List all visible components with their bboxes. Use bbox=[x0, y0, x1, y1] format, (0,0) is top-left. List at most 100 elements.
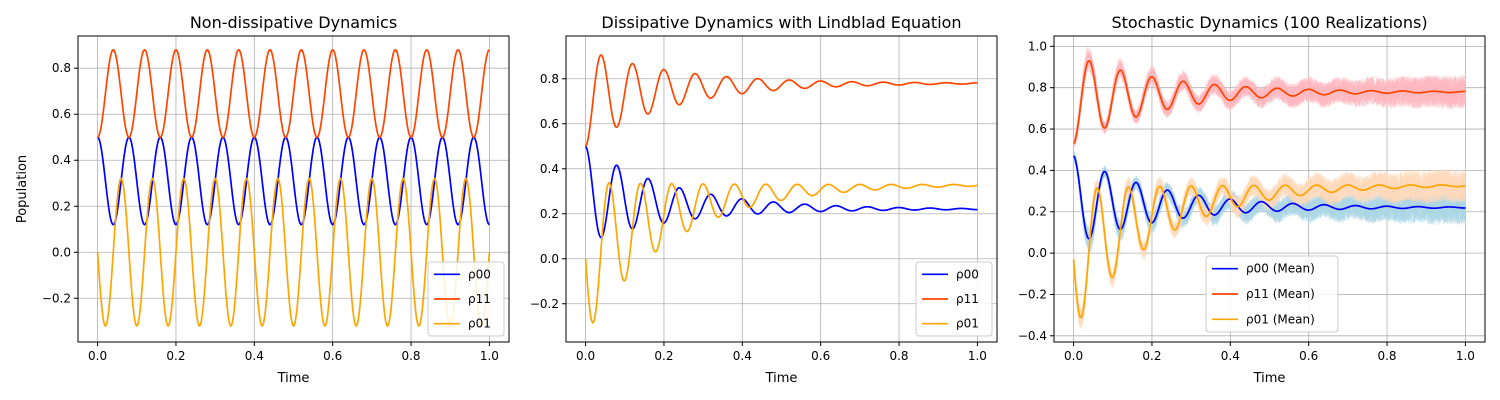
legend: ρ00 (Mean) ρ11 (Mean) ρ01 (Mean) bbox=[1205, 255, 1339, 333]
series-line bbox=[96, 177, 491, 328]
realization-line bbox=[1073, 60, 1466, 146]
y-tick-label: −0.2 bbox=[42, 291, 71, 305]
realization-line bbox=[1073, 150, 1466, 248]
plot-area bbox=[96, 48, 491, 328]
realization-line bbox=[1073, 52, 1466, 148]
x-tick-label: 0.6 bbox=[1299, 349, 1318, 363]
realization-line bbox=[1073, 47, 1466, 141]
series-line bbox=[584, 145, 978, 239]
x-tick-label: 0.4 bbox=[245, 349, 264, 363]
legend: ρ00 ρ11 ρ01 bbox=[915, 261, 993, 337]
y-axis-label: Population bbox=[15, 155, 30, 223]
chart-title: Stochastic Dynamics (100 Realizations) bbox=[1111, 13, 1427, 32]
x-tick-label: 0.8 bbox=[1377, 349, 1396, 363]
y-tick-label: 1.0 bbox=[1028, 39, 1047, 53]
realization-line bbox=[1073, 154, 1466, 232]
realization-line bbox=[1073, 158, 1466, 248]
realization-line bbox=[1073, 56, 1466, 144]
series-line bbox=[1072, 184, 1466, 319]
y-tick-label: 0.4 bbox=[1028, 163, 1047, 177]
x-tick-label: 1.0 bbox=[480, 349, 499, 363]
realization-line bbox=[1073, 168, 1466, 328]
series-line bbox=[97, 48, 490, 139]
series-line bbox=[584, 54, 978, 147]
x-tick-label: 0.2 bbox=[654, 349, 673, 363]
realization-line bbox=[1073, 58, 1466, 149]
realization-line bbox=[1073, 158, 1466, 236]
axes-frame bbox=[77, 35, 510, 343]
realization-line bbox=[1073, 152, 1466, 249]
x-axis-label: Time bbox=[765, 371, 798, 386]
series-line bbox=[97, 136, 490, 226]
realization-line bbox=[1073, 49, 1466, 145]
x-axis-label: Time bbox=[1253, 371, 1286, 386]
x-tick-label: 0.8 bbox=[401, 349, 420, 363]
realization-line bbox=[1073, 155, 1466, 246]
legend-label: ρ01 bbox=[956, 317, 979, 331]
realization-line bbox=[1073, 65, 1466, 146]
axes-frame bbox=[1053, 35, 1486, 343]
legend-box bbox=[427, 261, 505, 337]
legend-box bbox=[1205, 255, 1339, 333]
legend-label: ρ01 bbox=[468, 317, 491, 331]
realization-line bbox=[1073, 59, 1466, 141]
y-tick-label: 0.0 bbox=[52, 245, 71, 259]
y-tick-label: 0.0 bbox=[1028, 246, 1047, 260]
realization-line bbox=[1073, 160, 1466, 244]
series-line bbox=[584, 181, 978, 324]
x-tick-label: 0.0 bbox=[1064, 349, 1083, 363]
legend-label: ρ00 (Mean) bbox=[1246, 262, 1315, 276]
realization-line bbox=[1073, 52, 1466, 147]
plot-area bbox=[1072, 46, 1466, 331]
realization-line bbox=[1073, 52, 1466, 145]
x-tick-label: 0.4 bbox=[733, 349, 752, 363]
x-tick-label: 0.4 bbox=[1221, 349, 1240, 363]
x-axis-label: Time bbox=[277, 371, 310, 386]
realization-line bbox=[1073, 66, 1466, 140]
y-tick-label: 0.4 bbox=[540, 162, 559, 176]
legend-label: ρ11 bbox=[956, 292, 979, 306]
legend-label: ρ00 bbox=[956, 267, 979, 281]
x-tick-label: 0.6 bbox=[323, 349, 342, 363]
y-tick-label: 0.0 bbox=[540, 252, 559, 266]
y-tick-label: 0.6 bbox=[1028, 122, 1047, 136]
realization-line bbox=[1073, 169, 1466, 316]
legend-label: ρ01 (Mean) bbox=[1246, 312, 1315, 326]
legend-label: ρ11 (Mean) bbox=[1246, 287, 1315, 301]
y-tick-label: 0.2 bbox=[1028, 205, 1047, 219]
x-tick-label: 1.0 bbox=[968, 349, 987, 363]
x-tick-label: 0.2 bbox=[166, 349, 185, 363]
y-tick-label: 0.6 bbox=[52, 107, 71, 121]
plot-area bbox=[584, 54, 978, 324]
realization-line bbox=[1073, 154, 1466, 245]
chart-title: Non-dissipative Dynamics bbox=[190, 13, 397, 32]
subplot-2: 0.0 0.2 0.4 0.6 0.8 1.0 −0.2 0.0 0.2 0.4 0.6 0.8 Dis… bbox=[530, 13, 998, 386]
realization-line bbox=[1073, 151, 1466, 238]
realization-line bbox=[1073, 160, 1466, 245]
realization-line bbox=[1073, 172, 1466, 314]
realization-line bbox=[1073, 64, 1466, 142]
y-tick-label: 0.6 bbox=[540, 117, 559, 131]
series-line bbox=[1072, 155, 1466, 240]
y-tick-label: 0.8 bbox=[540, 72, 559, 86]
realization-line bbox=[1073, 168, 1466, 325]
y-tick-label: 0.8 bbox=[52, 61, 71, 75]
subplot-1: 0.0 0.2 0.4 0.6 0.8 1.0 −0.2 0.0 0.2 0.4 0.6 0.8 Non… bbox=[15, 13, 510, 386]
realization-line bbox=[1073, 167, 1466, 329]
realization-line bbox=[1073, 169, 1466, 319]
realization-line bbox=[1073, 58, 1466, 146]
chart-title: Dissipative Dynamics with Lindblad Equat… bbox=[601, 13, 961, 32]
realization-line bbox=[1073, 158, 1466, 242]
y-tick-label: 0.4 bbox=[52, 153, 71, 167]
y-tick-label: 0.2 bbox=[52, 199, 71, 213]
y-tick-label: −0.2 bbox=[1018, 287, 1047, 301]
series-line bbox=[1072, 59, 1466, 145]
realization-line bbox=[1073, 157, 1466, 252]
x-tick-label: 0.8 bbox=[889, 349, 908, 363]
x-tick-label: 0.0 bbox=[576, 349, 595, 363]
subplot-3: 0.0 0.2 0.4 0.6 0.8 1.0 −0.4 −0.2 0.0 0.2 0.4 0.6 0.… bbox=[1018, 13, 1486, 386]
legend-label: ρ00 bbox=[468, 267, 491, 281]
realization-line bbox=[1073, 170, 1466, 326]
realization-line bbox=[1073, 157, 1466, 240]
